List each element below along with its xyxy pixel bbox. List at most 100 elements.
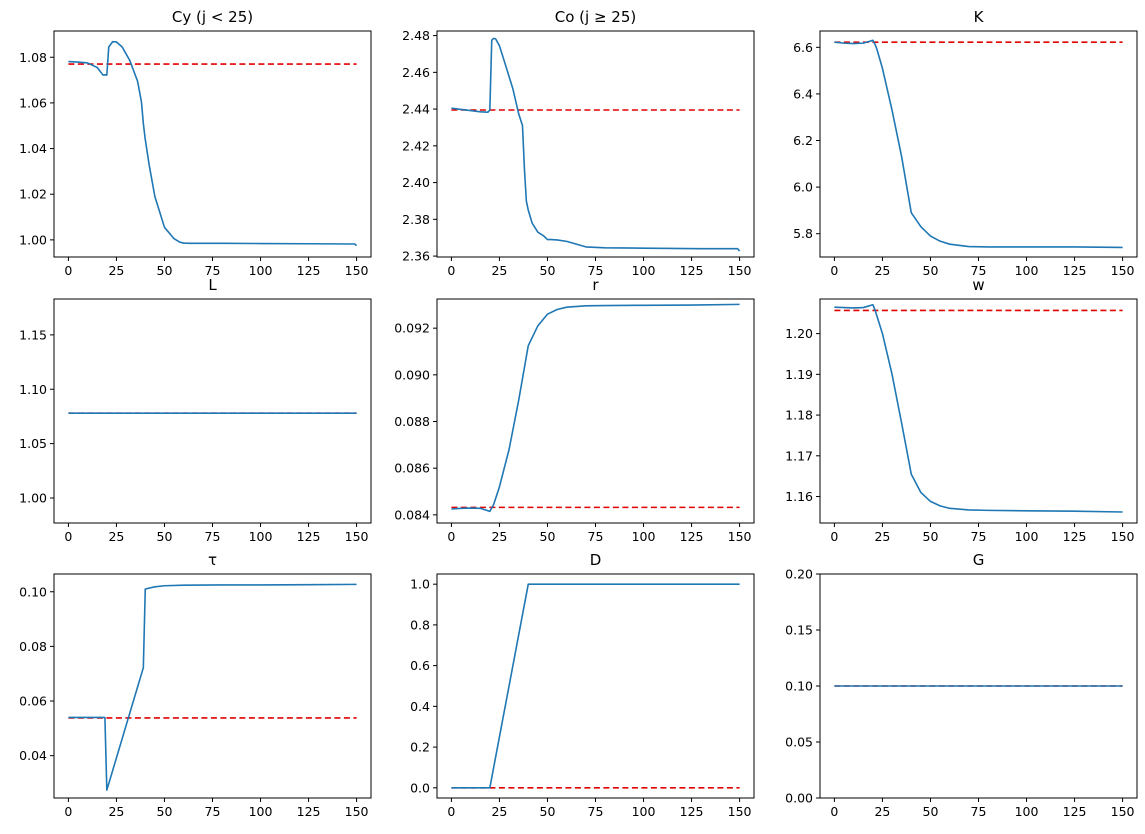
series-line bbox=[68, 583, 357, 791]
x-tick-label: 75 bbox=[971, 529, 987, 544]
series-line bbox=[451, 37, 741, 252]
x-tick-label: 150 bbox=[345, 804, 369, 819]
x-tick-label: 0 bbox=[830, 804, 838, 819]
x-tick-label: 50 bbox=[923, 804, 939, 819]
x-tick-label: 150 bbox=[728, 529, 752, 544]
x-tick-label: 100 bbox=[632, 804, 656, 819]
y-tick-label: 0.05 bbox=[785, 735, 813, 750]
subplot-title: Co (j ≥ 25) bbox=[555, 8, 636, 26]
axes-frame bbox=[436, 573, 755, 799]
y-tick-label: 0.10 bbox=[19, 584, 47, 599]
y-tick-label: 6.4 bbox=[793, 86, 813, 101]
x-tick-label: 100 bbox=[249, 529, 273, 544]
y-tick-label: 0.084 bbox=[394, 507, 430, 522]
x-tick-label: 125 bbox=[680, 529, 704, 544]
series-line bbox=[68, 40, 358, 247]
y-tick-label: 0.092 bbox=[394, 321, 430, 336]
y-tick-label: 0.08 bbox=[19, 639, 47, 654]
y-tick-label: 0.10 bbox=[785, 679, 813, 694]
series-line bbox=[834, 39, 1123, 249]
x-tick-label: 75 bbox=[205, 263, 221, 278]
x-tick-label: 25 bbox=[108, 263, 124, 278]
x-tick-label: 50 bbox=[157, 804, 173, 819]
x-tick-label: 50 bbox=[157, 263, 173, 278]
subplot-4: 0 25 50 75 100 125 150 1.00 1.05 1.10 1.15 L bbox=[19, 276, 372, 544]
x-tick-label: 125 bbox=[1063, 263, 1087, 278]
y-tick-label: 0.2 bbox=[410, 740, 430, 755]
axes-frame bbox=[53, 573, 372, 799]
subplot-3: 0 25 50 75 100 125 150 5.8 6.0 6.2 6.4 6.6 K bbox=[793, 8, 1138, 278]
x-tick-label: 100 bbox=[249, 263, 273, 278]
x-tick-label: 25 bbox=[108, 529, 124, 544]
y-tick-label: 0.086 bbox=[394, 461, 430, 476]
y-tick-label: 0.6 bbox=[410, 658, 430, 673]
y-tick-label: 1.00 bbox=[19, 232, 47, 247]
y-tick-label: 6.2 bbox=[793, 133, 813, 148]
y-tick-label: 0.15 bbox=[785, 623, 813, 638]
y-tick-label: 1.19 bbox=[785, 367, 813, 382]
x-tick-label: 50 bbox=[923, 263, 939, 278]
y-tick-label: 2.38 bbox=[402, 212, 430, 227]
x-tick-label: 0 bbox=[64, 529, 72, 544]
x-tick-label: 0 bbox=[447, 263, 455, 278]
y-tick-label: 0.00 bbox=[785, 791, 813, 806]
y-tick-label: 1.16 bbox=[785, 489, 813, 504]
x-tick-label: 50 bbox=[923, 529, 939, 544]
y-tick-label: 0.8 bbox=[410, 617, 430, 632]
x-tick-label: 150 bbox=[1111, 529, 1135, 544]
x-tick-label: 0 bbox=[447, 804, 455, 819]
axes-frame bbox=[436, 298, 755, 524]
x-tick-label: 50 bbox=[540, 263, 556, 278]
x-tick-label: 50 bbox=[540, 529, 556, 544]
x-tick-label: 25 bbox=[491, 263, 507, 278]
x-tick-label: 75 bbox=[588, 529, 604, 544]
subplot-title: r bbox=[592, 276, 599, 294]
y-tick-label: 0.06 bbox=[19, 694, 47, 709]
y-tick-label: 2.48 bbox=[402, 28, 430, 43]
x-tick-label: 75 bbox=[588, 804, 604, 819]
x-tick-label: 100 bbox=[1015, 529, 1039, 544]
x-tick-label: 150 bbox=[345, 263, 369, 278]
x-tick-label: 125 bbox=[297, 529, 321, 544]
subplot-title: L bbox=[208, 276, 217, 294]
y-tick-label: 5.8 bbox=[793, 226, 813, 241]
y-tick-label: 0.0 bbox=[410, 780, 430, 795]
x-tick-label: 0 bbox=[830, 529, 838, 544]
subplot-title: D bbox=[590, 551, 602, 569]
x-tick-label: 100 bbox=[249, 804, 273, 819]
y-tick-label: 6.0 bbox=[793, 180, 813, 195]
x-tick-label: 25 bbox=[491, 529, 507, 544]
x-tick-label: 100 bbox=[1015, 263, 1039, 278]
y-tick-label: 1.20 bbox=[785, 326, 813, 341]
x-tick-label: 75 bbox=[588, 263, 604, 278]
x-tick-label: 150 bbox=[728, 263, 752, 278]
x-tick-label: 125 bbox=[680, 263, 704, 278]
y-tick-label: 2.46 bbox=[402, 65, 430, 80]
x-tick-label: 25 bbox=[108, 804, 124, 819]
y-tick-label: 0.088 bbox=[394, 414, 430, 429]
y-tick-label: 1.18 bbox=[785, 408, 813, 423]
y-tick-label: 1.00 bbox=[19, 490, 47, 505]
x-tick-label: 25 bbox=[874, 263, 890, 278]
x-tick-label: 125 bbox=[1063, 529, 1087, 544]
x-tick-label: 25 bbox=[874, 529, 890, 544]
y-tick-label: 1.05 bbox=[19, 436, 47, 451]
y-tick-label: 0.4 bbox=[410, 699, 430, 714]
x-tick-label: 75 bbox=[971, 263, 987, 278]
y-tick-label: 1.0 bbox=[410, 577, 430, 592]
x-tick-label: 0 bbox=[447, 529, 455, 544]
y-tick-label: 0.20 bbox=[785, 567, 813, 582]
x-tick-label: 125 bbox=[297, 263, 321, 278]
y-tick-label: 0.090 bbox=[394, 367, 430, 382]
y-tick-label: 2.36 bbox=[402, 249, 430, 264]
x-tick-label: 125 bbox=[297, 804, 321, 819]
subplot-title: τ bbox=[208, 551, 217, 569]
y-tick-label: 1.08 bbox=[19, 50, 47, 65]
subplot-6: 0 25 50 75 100 125 150 1.16 1.17 1.18 1.19 1.20 w bbox=[785, 276, 1138, 544]
series-line bbox=[451, 583, 740, 789]
x-tick-label: 125 bbox=[1063, 804, 1087, 819]
x-tick-label: 150 bbox=[1111, 804, 1135, 819]
y-tick-label: 1.17 bbox=[785, 448, 813, 463]
x-tick-label: 50 bbox=[540, 804, 556, 819]
y-tick-label: 2.44 bbox=[402, 102, 430, 117]
